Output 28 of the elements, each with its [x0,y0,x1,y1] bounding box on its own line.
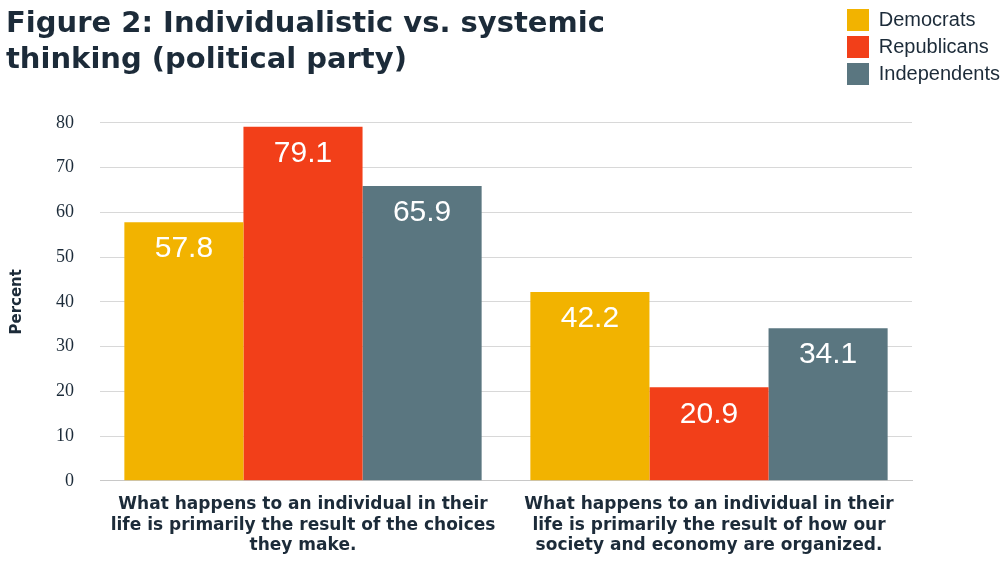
x-tick-label: What happens to an individual in their life is primarily the result of the choices they make. [110,493,496,555]
bar [243,126,363,481]
data-label: 42.2 [560,300,620,334]
y-tick-label: 60 [56,201,74,222]
bar [649,387,769,481]
data-label: 34.1 [798,336,858,370]
y-tick-label: 10 [56,424,74,445]
y-tick-label: 20 [56,380,74,401]
bar [768,328,888,481]
bar [124,222,244,481]
bar [362,185,482,481]
y-tick-label: 0 [65,469,74,490]
y-tick-label: 30 [56,335,74,356]
y-tick-label: 70 [56,156,74,177]
data-label: 57.8 [154,230,214,264]
data-label: 20.9 [679,395,739,429]
legend-label: Democrats [878,8,976,31]
data-label: 65.9 [392,194,452,228]
x-tick-label: What happens to an individual in their life is primarily the result of how our society and economy are organized. [524,493,895,555]
y-tick-label: 80 [56,111,74,132]
chart-title: Figure 2: Individualistic vs. systemic thinking (political party) [6,4,606,76]
bar [530,291,650,481]
y-tick-label: 50 [56,245,74,266]
legend-label: Independents [878,62,1000,85]
legend-label: Republicans [878,35,989,58]
y-axis-title: Percent [6,269,25,335]
y-tick-label: 40 [56,290,74,311]
data-label: 79.1 [273,135,333,169]
